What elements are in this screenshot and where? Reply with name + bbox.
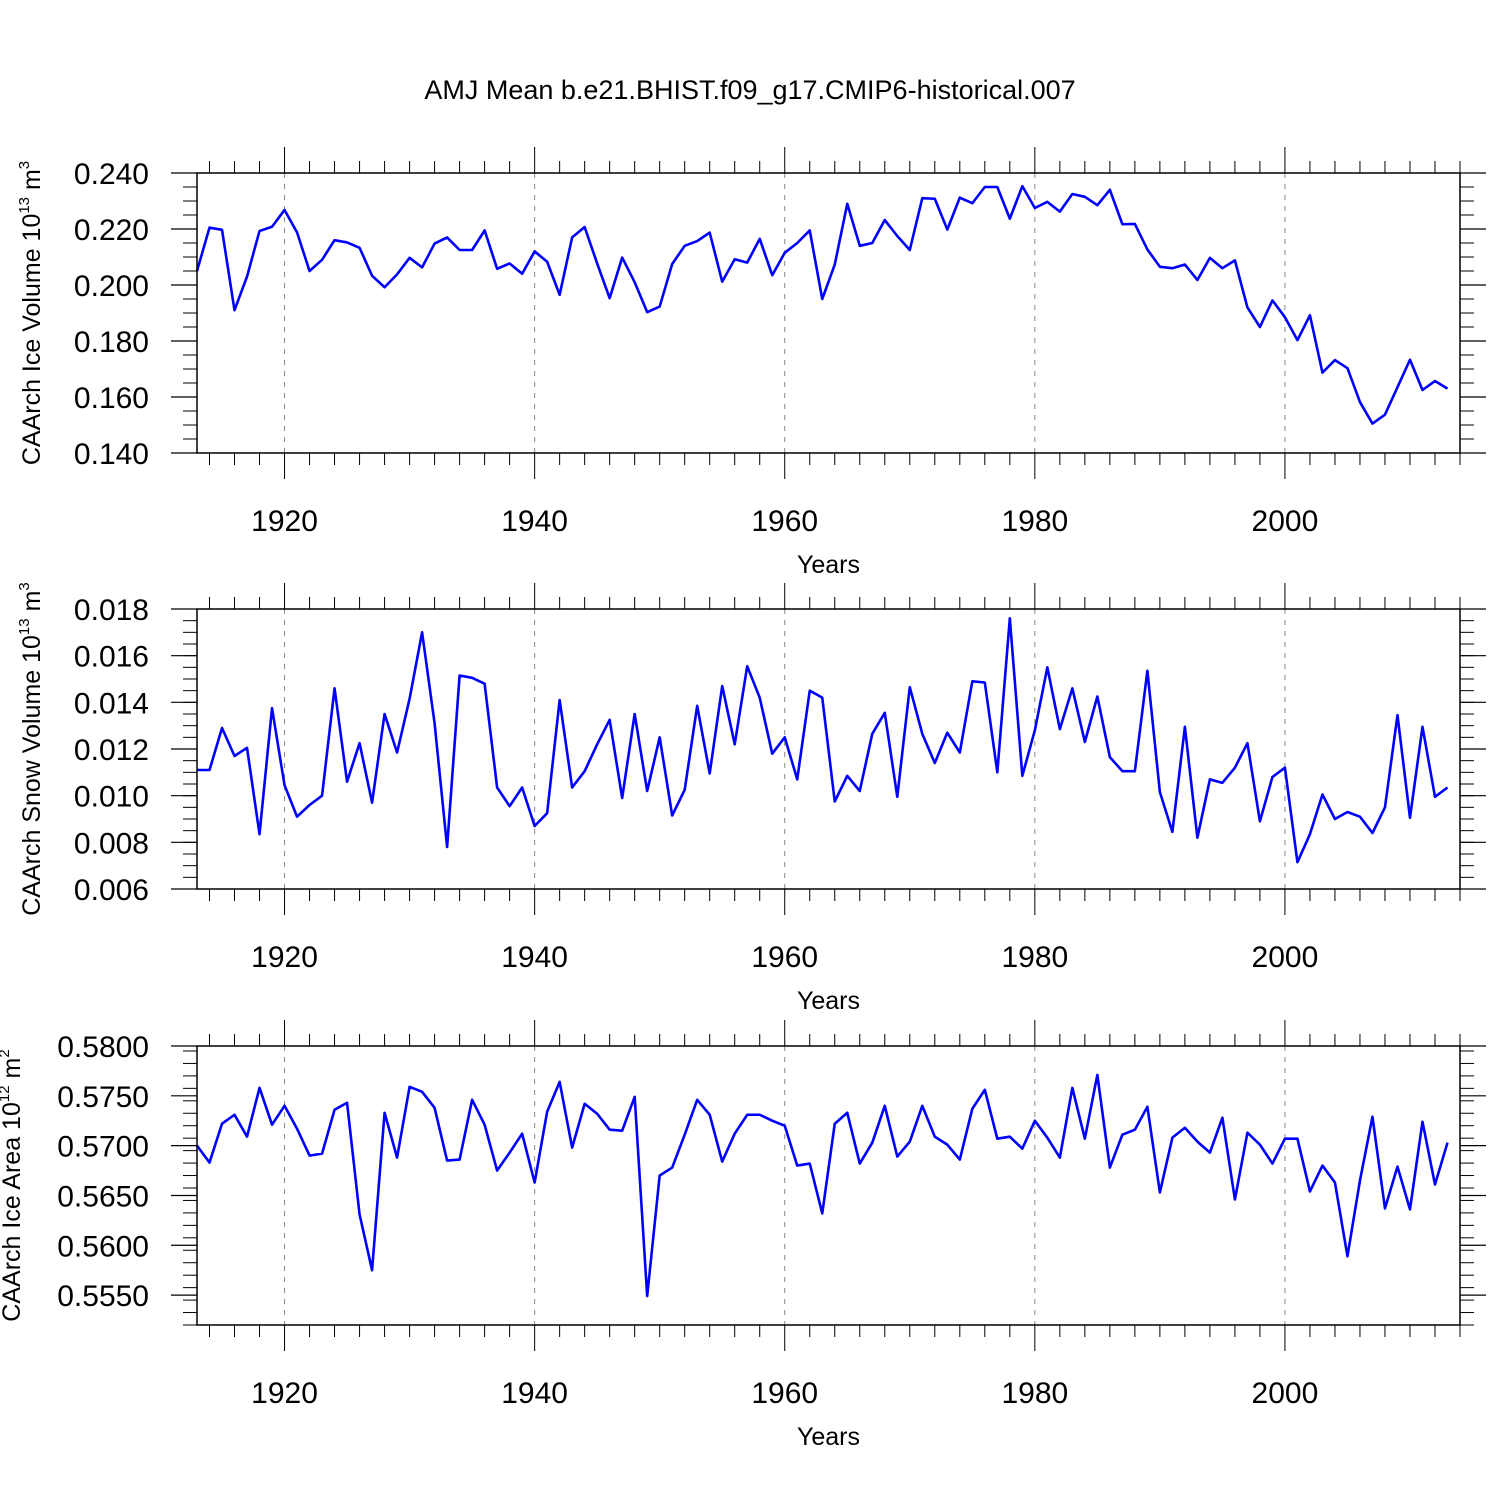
ice-area-series-line: [195, 1073, 1449, 1298]
ice-volume-xtick-label: 1960: [751, 505, 818, 538]
snow-volume-ytick-label: 0.008: [74, 827, 149, 860]
ice-area-ylabel-unit-exponent: 2: [0, 1049, 13, 1057]
ice-area-ylabel-exponent: 12: [0, 1085, 13, 1102]
chart-title: AMJ Mean b.e21.BHIST.f09_g17.CMIP6-histo…: [424, 75, 1075, 105]
ice-area-xtick-label: 1960: [751, 1377, 818, 1410]
ice-volume-xtick-label: 1940: [501, 505, 568, 538]
ice-area-xlabel: Years: [797, 1423, 860, 1451]
snow-volume-xtick-label: 1960: [751, 941, 818, 974]
ice-area-xtick-label: 2000: [1252, 1377, 1319, 1410]
ice-area-panel: 0.5550 0.5600 0.5650 0.5700 0.5750 0.5800 1920…: [0, 1020, 1486, 1451]
snow-volume-ytick-label: 0.016: [74, 641, 149, 674]
ice-volume-xlabel: Years: [797, 551, 860, 579]
ice-volume-ytick-label: 0.220: [74, 214, 149, 247]
ice-area-ylabel: CAArch Ice Area 1012 m2: [0, 1049, 26, 1321]
ice-volume-panel: 0.140 0.160 0.180 0.200 0.220 0.240 1920 1940 19…: [16, 147, 1486, 579]
snow-volume-xtick-label: 1920: [251, 941, 318, 974]
ice-volume-ytick-label: 0.140: [74, 438, 149, 471]
ice-area-ytick-label: 0.5700: [57, 1131, 149, 1164]
ice-area-xtick-label: 1940: [501, 1377, 568, 1410]
snow-volume-ylabel: CAArch Snow Volume 1013 m3: [16, 582, 46, 916]
ice-volume-ylabel-unit-exponent: 3: [16, 161, 33, 169]
snow-volume-ytick-label: 0.010: [74, 781, 149, 814]
ice-volume-ytick-label: 0.180: [74, 326, 149, 359]
snow-volume-ylabel-text: CAArch Snow Volume 10: [18, 635, 46, 916]
snow-volume-xtick-label: 1940: [501, 941, 568, 974]
snow-volume-series-line: [197, 617, 1449, 864]
snow-volume-xtick-label: 2000: [1252, 941, 1319, 974]
ice-volume-series-line: [195, 184, 1449, 425]
snow-volume-ytick-label: 0.018: [74, 594, 149, 627]
snow-volume-ylabel-unit-exponent: 3: [16, 582, 33, 590]
snow-volume-ylabel-exponent: 13: [16, 618, 33, 635]
ice-volume-xtick-label: 1980: [1001, 505, 1068, 538]
ice-area-ytick-label: 0.5550: [57, 1280, 149, 1313]
snow-volume-xtick-label: 1980: [1001, 941, 1068, 974]
ice-volume-ylabel-text: CAArch Ice Volume 10: [18, 214, 46, 466]
ice-volume-axes-frame: [196, 172, 1461, 454]
ice-volume-xtick-label: 2000: [1252, 505, 1319, 538]
ice-area-xtick-label: 1980: [1001, 1377, 1068, 1410]
ice-volume-ylabel-unit: m: [18, 169, 46, 197]
ice-area-ytick-label: 0.5800: [57, 1031, 149, 1064]
ice-area-ylabel-text: CAArch Ice Area 10: [0, 1102, 26, 1322]
ice-volume-ylabel: CAArch Ice Volume 1013 m3: [16, 161, 46, 465]
ice-area-xtick-label: 1920: [251, 1377, 318, 1410]
snow-volume-ytick-label: 0.006: [74, 874, 149, 907]
snow-volume-ytick-label: 0.014: [74, 687, 149, 720]
ice-volume-xtick-label: 1920: [251, 505, 318, 538]
ice-volume-ylabel-exponent: 13: [16, 197, 33, 214]
ice-volume-ytick-label: 0.200: [74, 270, 149, 303]
ice-volume-ytick-label: 0.240: [74, 158, 149, 191]
snow-volume-panel: 0.006 0.008 0.010 0.012 0.014 0.016 0.018 1920 1…: [16, 582, 1486, 1015]
ice-area-ytick-label: 0.5750: [57, 1081, 149, 1114]
ice-area-ylabel-unit: m: [0, 1058, 26, 1086]
ice-area-axes-frame: [196, 1045, 1461, 1326]
snow-volume-ylabel-unit: m: [18, 591, 46, 619]
chart-panels: 0.140 0.160 0.180 0.200 0.220 0.240 1920 1940 19…: [0, 147, 1486, 1451]
snow-volume-ytick-label: 0.012: [74, 734, 149, 767]
ice-area-ytick-label: 0.5650: [57, 1180, 149, 1213]
ice-area-ytick-label: 0.5600: [57, 1230, 149, 1263]
snow-volume-xlabel: Years: [797, 987, 860, 1015]
ice-volume-ytick-label: 0.160: [74, 382, 149, 415]
snow-volume-axes-frame: [196, 608, 1461, 890]
